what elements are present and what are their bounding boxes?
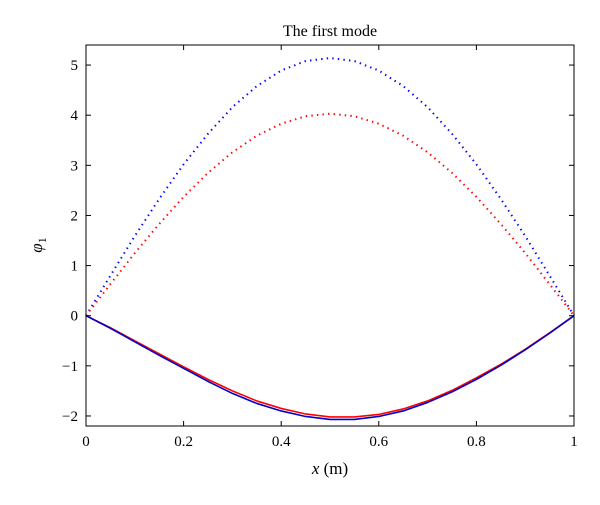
x-axis-label-unit: (m) xyxy=(319,459,348,478)
y-tick-label: −1 xyxy=(62,359,78,375)
x-axis-label-var: x xyxy=(311,459,320,478)
y-tick-label: 5 xyxy=(71,58,79,74)
y-axis-label-subscript: 1 xyxy=(35,237,49,243)
tick-layer: 0 0.2 0.4 0.6 0.8 1 −2 −1 0 1 2 3 4 5 xyxy=(62,45,578,450)
y-tick-label: 2 xyxy=(71,208,79,224)
x-tick-label: 0 xyxy=(82,434,90,450)
y-axis-label-symbol: φ xyxy=(27,243,46,252)
series-layer xyxy=(85,57,575,421)
plot-frame xyxy=(85,44,575,427)
x-tick-label: 0.8 xyxy=(467,434,486,450)
x-tick-label: 0.6 xyxy=(369,434,388,450)
y-tick-label: 0 xyxy=(71,309,79,325)
solid-series-line-3 xyxy=(85,314,575,421)
y-tick-label: 3 xyxy=(71,158,79,174)
x-axis-label: x (m) xyxy=(311,459,348,478)
dotted-series-line-1 xyxy=(85,112,575,317)
x-tick-label: 0.2 xyxy=(174,434,193,450)
y-axis-label: φ1 xyxy=(27,237,49,252)
dotted-series-line-0 xyxy=(85,57,575,317)
y-tick-label: 4 xyxy=(71,108,79,124)
x-tick-label: 0.4 xyxy=(272,434,291,450)
plot-area xyxy=(86,45,574,426)
y-tick-label: −2 xyxy=(62,409,78,425)
solid-series-line-2 xyxy=(85,314,575,418)
y-tick-label: 1 xyxy=(71,259,79,275)
chart-title: The first mode xyxy=(283,23,377,40)
x-tick-label: 1 xyxy=(570,434,578,450)
